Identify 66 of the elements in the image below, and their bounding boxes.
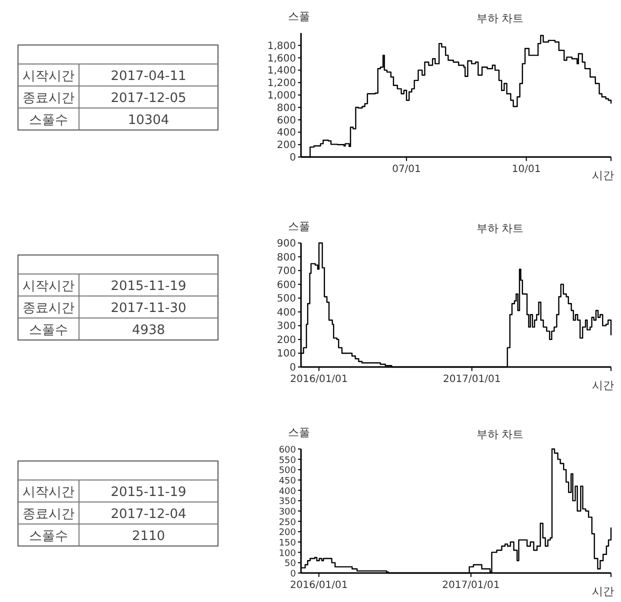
y-tick-label: 600	[278, 446, 296, 456]
y-tick-label: 550	[278, 456, 296, 466]
y-tick-label: 500	[278, 466, 296, 476]
x-tick-label: 2016/01/01	[290, 374, 348, 385]
y-tick-label: 200	[276, 334, 296, 346]
y-tick-label: 450	[278, 476, 296, 486]
y-axis-title: 스풀	[288, 426, 310, 439]
x-tick-label: 2016/01/01	[290, 580, 348, 591]
text: 스풀수	[29, 529, 68, 544]
text: 2015-11-19	[110, 279, 186, 294]
x-tick-label: 10/01	[512, 164, 541, 175]
y-tick-label: 400	[276, 307, 296, 318]
text: 2017-11-30	[110, 301, 186, 316]
text: 2015-11-19	[110, 485, 186, 500]
y-axis-title: 스풀	[288, 10, 310, 23]
text: 2017-12-05	[110, 91, 186, 106]
y-tick-label: 250	[278, 518, 296, 528]
y-tick-label: 1,200	[267, 78, 296, 90]
y-tick-label: 150	[278, 538, 296, 548]
text: 4938	[132, 323, 166, 338]
chart-title: 부하 차트	[476, 222, 524, 235]
x-tick-label: 2017/01/01	[443, 374, 501, 385]
y-tick-label: 1,800	[267, 40, 296, 52]
y-axis-title: 스풀	[288, 220, 310, 233]
chart-title: 부하 차트	[476, 12, 524, 25]
x-axis-title: 시간	[592, 585, 614, 598]
text: 시작시간	[22, 69, 74, 84]
y-tick-label: 1,600	[267, 53, 296, 64]
y-tick-label: 0	[290, 362, 296, 374]
y-tick-label: 100	[276, 348, 296, 360]
y-tick-label: 500	[276, 294, 296, 305]
y-tick-label: 200	[278, 528, 296, 538]
y-tick-label: 300	[278, 508, 296, 518]
chart-title: 부하 차트	[476, 428, 524, 441]
y-tick-label: 400	[276, 128, 296, 139]
text: 시작시간	[22, 279, 74, 294]
x-tick-label: 2017/01/01	[442, 580, 500, 591]
text: 종료시간	[22, 301, 74, 316]
y-tick-label: 800	[276, 102, 296, 114]
y-tick-label: 200	[276, 140, 296, 152]
y-tick-label: 0	[290, 570, 296, 580]
text: 2017-12-04	[110, 507, 186, 522]
text: 종료시간	[22, 507, 74, 522]
text: 10304	[128, 113, 170, 128]
x-axis-title: 시간	[592, 379, 614, 392]
text: 2110	[132, 529, 166, 544]
y-tick-label: 400	[278, 486, 296, 497]
y-tick-label: 600	[276, 280, 296, 291]
text: 2017-04-11	[110, 69, 186, 84]
y-tick-label: 300	[276, 321, 296, 332]
y-tick-label: 900	[276, 238, 296, 250]
y-tick-label: 1,400	[267, 66, 296, 77]
text: 스풀수	[29, 323, 68, 338]
y-tick-label: 600	[276, 115, 296, 126]
x-axis-title: 시간	[592, 169, 614, 182]
y-tick-label: 0	[290, 152, 296, 164]
text: 종료시간	[22, 91, 74, 106]
y-tick-label: 800	[276, 252, 296, 264]
y-tick-label: 50	[284, 559, 296, 570]
y-tick-label: 1,000	[267, 90, 296, 102]
y-tick-label: 100	[278, 548, 296, 559]
text: 스풀수	[29, 113, 68, 128]
text: 시작시간	[22, 485, 74, 500]
x-tick-label: 07/01	[392, 164, 421, 175]
y-tick-label: 350	[278, 497, 296, 508]
y-tick-label: 700	[276, 266, 296, 278]
